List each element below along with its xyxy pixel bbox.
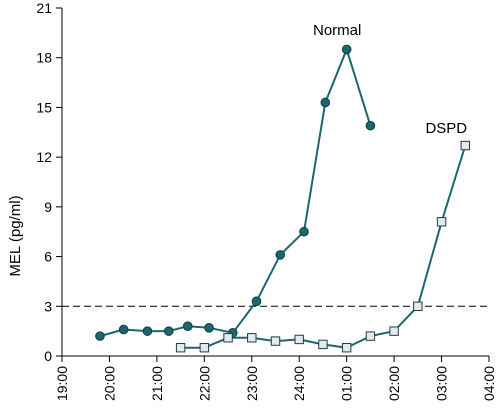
data-point — [275, 250, 286, 260]
series-line — [180, 145, 467, 349]
x-tick-label: 20:00 — [101, 366, 117, 401]
data-point — [223, 333, 233, 343]
x-axis-ticks: 19:00 20:00 21:00 22:00 23:00 24:00 01:00 02:00… — [54, 356, 497, 401]
series-line — [99, 48, 372, 338]
x-tick-label: 24:00 — [291, 366, 307, 401]
x-tick-label: 02:00 — [386, 366, 402, 401]
data-point — [413, 301, 423, 311]
data-point — [199, 343, 210, 353]
data-point — [142, 326, 153, 336]
data-point — [341, 44, 352, 55]
series-name-label: DSPD — [425, 120, 467, 137]
data-point — [182, 321, 193, 331]
series-normal: Normal — [95, 22, 376, 341]
x-tick-label: 03:00 — [434, 366, 450, 401]
data-point — [95, 331, 105, 341]
data-point — [163, 326, 174, 336]
y-tick-label: 9 — [44, 199, 52, 215]
data-point — [294, 334, 304, 345]
data-point — [460, 140, 470, 151]
series-dspd: DSPD — [175, 120, 470, 353]
data-point — [436, 217, 447, 227]
y-axis-ticks: 0 3 6 9 12 15 18 21 — [36, 0, 62, 364]
y-tick-label: 21 — [36, 0, 52, 16]
y-tick-label: 12 — [36, 149, 52, 165]
y-tick-label: 6 — [44, 249, 52, 265]
data-point — [318, 339, 328, 350]
axis-frame — [61, 8, 489, 357]
x-tick-label: 04:00 — [481, 366, 497, 401]
data-point — [389, 326, 399, 336]
series-name-label: Normal — [313, 22, 361, 39]
y-tick-label: 0 — [44, 348, 52, 364]
data-point — [247, 333, 257, 343]
x-tick-label: 21:00 — [149, 366, 165, 401]
y-tick-label: 18 — [36, 50, 52, 66]
data-point — [251, 296, 262, 307]
data-point — [175, 343, 186, 353]
data-point — [299, 226, 309, 237]
y-tick-label: 15 — [36, 99, 52, 115]
series-layer: Normal DSPD — [95, 22, 470, 353]
x-tick-label: 23:00 — [244, 366, 260, 401]
data-point — [270, 336, 281, 346]
axes — [61, 8, 489, 357]
data-point — [365, 331, 376, 341]
data-point — [341, 343, 352, 353]
data-point — [320, 97, 331, 108]
data-point — [204, 323, 214, 333]
data-point — [118, 324, 129, 335]
y-tick-label: 3 — [44, 298, 52, 314]
x-tick-label: 19:00 — [54, 366, 70, 401]
x-tick-label: 01:00 — [339, 366, 355, 401]
data-point — [365, 120, 376, 131]
x-tick-label: 22:00 — [196, 366, 212, 401]
y-axis-label: MEL (pg/ml) — [7, 195, 24, 276]
